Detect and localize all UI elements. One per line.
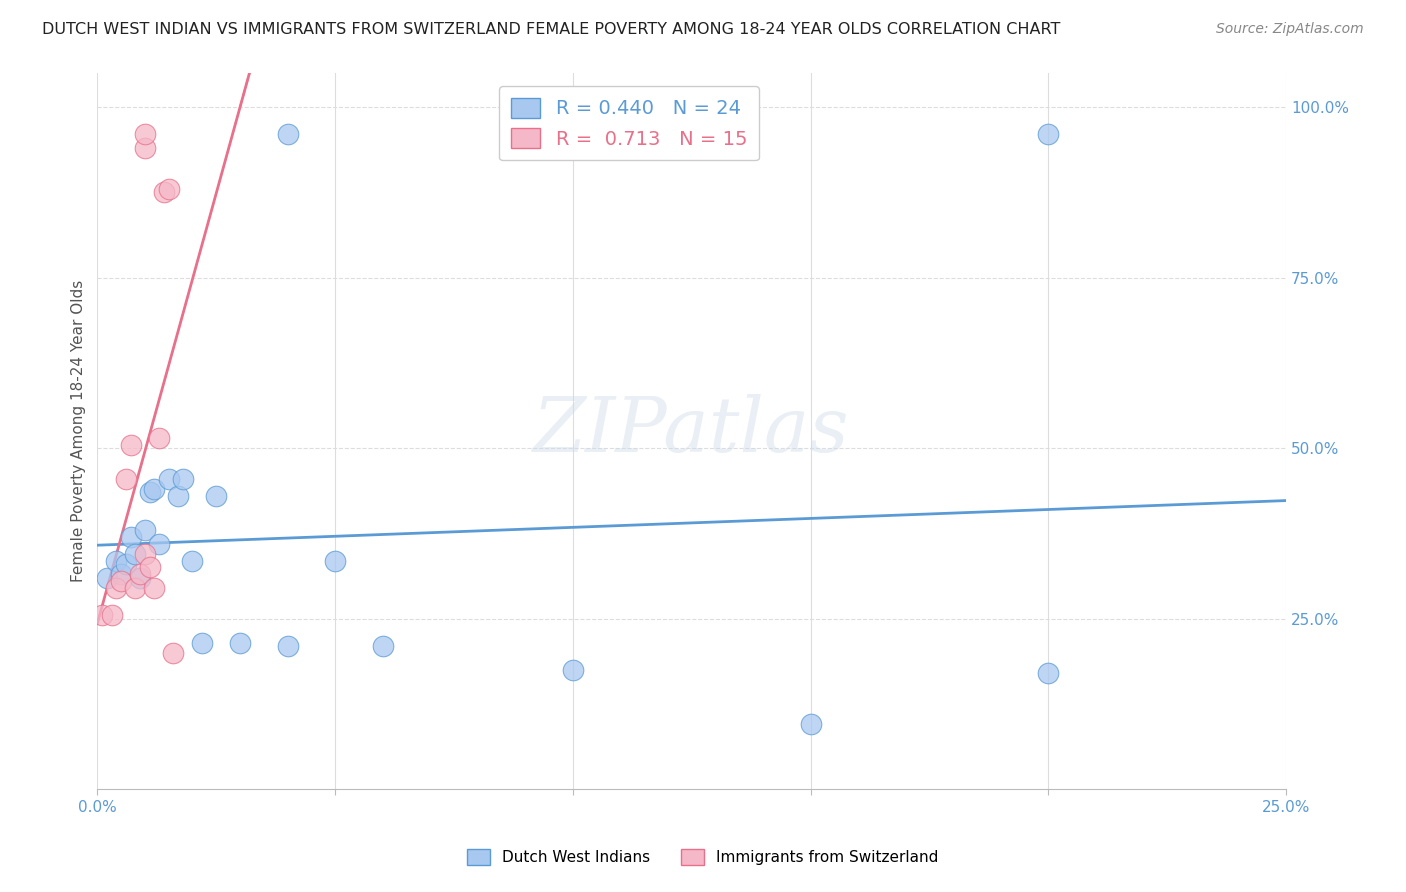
- Point: [162, 646, 184, 660]
- Point: [105, 581, 128, 595]
- Point: [277, 639, 299, 653]
- Point: [167, 489, 190, 503]
- Point: [799, 717, 821, 731]
- Point: [323, 554, 346, 568]
- Point: [105, 554, 128, 568]
- Point: [96, 571, 118, 585]
- Legend: R = 0.440   N = 24, R =  0.713   N = 15: R = 0.440 N = 24, R = 0.713 N = 15: [499, 87, 759, 161]
- Point: [115, 472, 138, 486]
- Point: [181, 554, 204, 568]
- Point: [157, 182, 180, 196]
- Point: [157, 472, 180, 486]
- Point: [134, 141, 156, 155]
- Point: [172, 472, 194, 486]
- Text: Source: ZipAtlas.com: Source: ZipAtlas.com: [1216, 22, 1364, 37]
- Point: [205, 489, 228, 503]
- Point: [138, 485, 160, 500]
- Point: [120, 438, 142, 452]
- Point: [1038, 666, 1060, 681]
- Point: [124, 581, 146, 595]
- Point: [561, 663, 583, 677]
- Legend: Dutch West Indians, Immigrants from Switzerland: Dutch West Indians, Immigrants from Swit…: [461, 843, 945, 871]
- Y-axis label: Female Poverty Among 18-24 Year Olds: Female Poverty Among 18-24 Year Olds: [72, 280, 86, 582]
- Point: [143, 581, 166, 595]
- Point: [277, 128, 299, 142]
- Point: [1038, 128, 1060, 142]
- Point: [134, 523, 156, 537]
- Point: [129, 567, 152, 582]
- Point: [129, 571, 152, 585]
- Point: [115, 557, 138, 571]
- Point: [191, 635, 214, 649]
- Point: [120, 530, 142, 544]
- Text: ZIPatlas: ZIPatlas: [533, 394, 851, 468]
- Point: [138, 560, 160, 574]
- Point: [91, 608, 114, 623]
- Point: [229, 635, 252, 649]
- Point: [124, 547, 146, 561]
- Point: [148, 431, 170, 445]
- Point: [153, 186, 176, 200]
- Point: [100, 608, 122, 623]
- Point: [143, 482, 166, 496]
- Point: [110, 567, 132, 582]
- Point: [148, 536, 170, 550]
- Point: [371, 639, 394, 653]
- Point: [110, 574, 132, 588]
- Text: DUTCH WEST INDIAN VS IMMIGRANTS FROM SWITZERLAND FEMALE POVERTY AMONG 18-24 YEAR: DUTCH WEST INDIAN VS IMMIGRANTS FROM SWI…: [42, 22, 1060, 37]
- Point: [134, 547, 156, 561]
- Point: [134, 128, 156, 142]
